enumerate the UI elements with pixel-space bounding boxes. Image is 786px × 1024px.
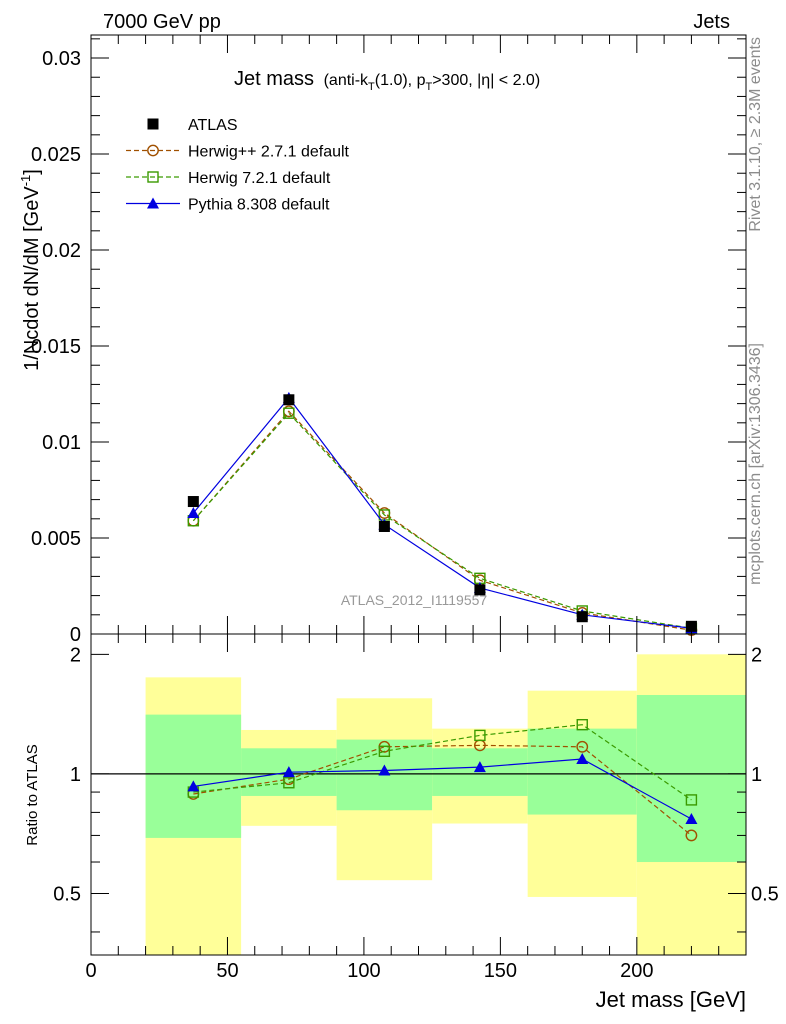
main-y-tick-label: 0.005: [31, 528, 81, 550]
ratio-y-tick-label: 0.5: [53, 883, 81, 905]
main-atlas-point: [378, 520, 390, 532]
x-tick-label: 150: [484, 960, 517, 982]
ratio-herwig7-point: [378, 745, 391, 757]
ratio-herwig7-point: [576, 718, 588, 731]
ratio-band-inner: [636, 694, 746, 863]
main-y-tick-label: 0: [70, 624, 81, 646]
legend-label: ATLAS: [188, 117, 238, 134]
main-y-tick-label: 0.025: [31, 144, 81, 166]
header-right: Jets: [693, 11, 730, 33]
legend-marker: [147, 171, 159, 183]
legend-label: Herwig++ 2.7.1 default: [188, 144, 350, 161]
main-atlas-point: [283, 394, 295, 406]
main-panel: ATLAS_2012_I1119557 0 0.005 0.01 0.015 0.02 0…: [31, 34, 747, 646]
x-axis-label: Jet mass [GeV]: [596, 987, 746, 1012]
ratio-pythia-point: [187, 780, 200, 792]
ratio-band-inner: [145, 714, 242, 838]
watermark: ATLAS_2012_I1119557: [341, 592, 488, 608]
ratio-ylabel: Ratio to ATLAS: [24, 744, 41, 845]
ratio-pythia-point: [473, 761, 486, 773]
ratio-y-tick-label-right: 2: [751, 644, 762, 666]
ratio-y-tick-label: 1: [70, 764, 81, 786]
ratio-herwig-point: [685, 829, 698, 842]
main-atlas-point: [474, 584, 486, 596]
ratio-band-inner: [527, 728, 637, 815]
ratio-y-tick-label-right: 1: [751, 764, 762, 786]
legend-marker: [147, 118, 159, 130]
main-pythia-line: [192, 396, 692, 629]
ratio-herwig7-line: [193, 724, 692, 801]
x-tick-label: 50: [216, 960, 238, 982]
ratio-y-tick-label-right: 0.5: [751, 883, 779, 905]
x-tick-label: 200: [620, 960, 653, 982]
main-pythia-point: [187, 507, 200, 519]
main-y-tick-label: 0.01: [42, 432, 81, 454]
ratio-panel: 0.5 0.5 1 1 2 2 0 50 100 150 200: [53, 633, 779, 982]
ratio-herwig7-point: [283, 777, 295, 789]
legend-marker: [147, 144, 159, 157]
main-atlas-point: [576, 611, 588, 623]
main-herwig7-line: [192, 412, 692, 629]
main-title: Jet mass (anti-kT(1.0), pT>300, |η| < 2.…: [234, 68, 540, 93]
main-atlas-point: [187, 496, 199, 508]
ratio-pythia-point: [282, 766, 295, 778]
main-y-tick-label: 0.02: [42, 240, 81, 262]
header-left: 7000 GeV pp: [103, 11, 221, 33]
legend-label: Herwig 7.2.1 default: [188, 170, 331, 187]
ratio-pythia-line: [193, 758, 692, 820]
legend-marker: [147, 197, 159, 209]
main-herwig7-point: [283, 407, 295, 419]
ratio-pythia-point: [685, 812, 698, 824]
ratio-pythia-point: [378, 764, 391, 776]
main-ylabel: 1/Ncdot dN/dM [GeV-1]: [18, 169, 43, 371]
ratio-herwig7-point: [474, 729, 486, 742]
ratio-pythia-point: [576, 753, 589, 765]
legend: ATLAS Herwig++ 2.7.1 default Herwig 7.2.1 …: [126, 117, 350, 214]
ratio-y-tick-label: 2: [70, 644, 81, 666]
ratio-herwig-point: [576, 740, 589, 753]
main-herwig-line: [192, 410, 692, 631]
ratio-herwig7-point: [685, 794, 698, 806]
main-y-tick-label: 0.015: [31, 336, 81, 358]
x-tick-label: 0: [85, 960, 96, 982]
x-tick-label: 100: [347, 960, 380, 982]
main-y-tick-label: 0.03: [42, 48, 81, 70]
ratio-herwig-line: [193, 744, 692, 836]
mcplots-label: mcplots.cern.ch [arXiv:1306.3436]: [747, 343, 764, 585]
legend-label: Pythia 8.308 default: [188, 197, 330, 214]
rivet-label: Rivet 3.1.10, ≥ 2.3M events: [747, 37, 764, 232]
